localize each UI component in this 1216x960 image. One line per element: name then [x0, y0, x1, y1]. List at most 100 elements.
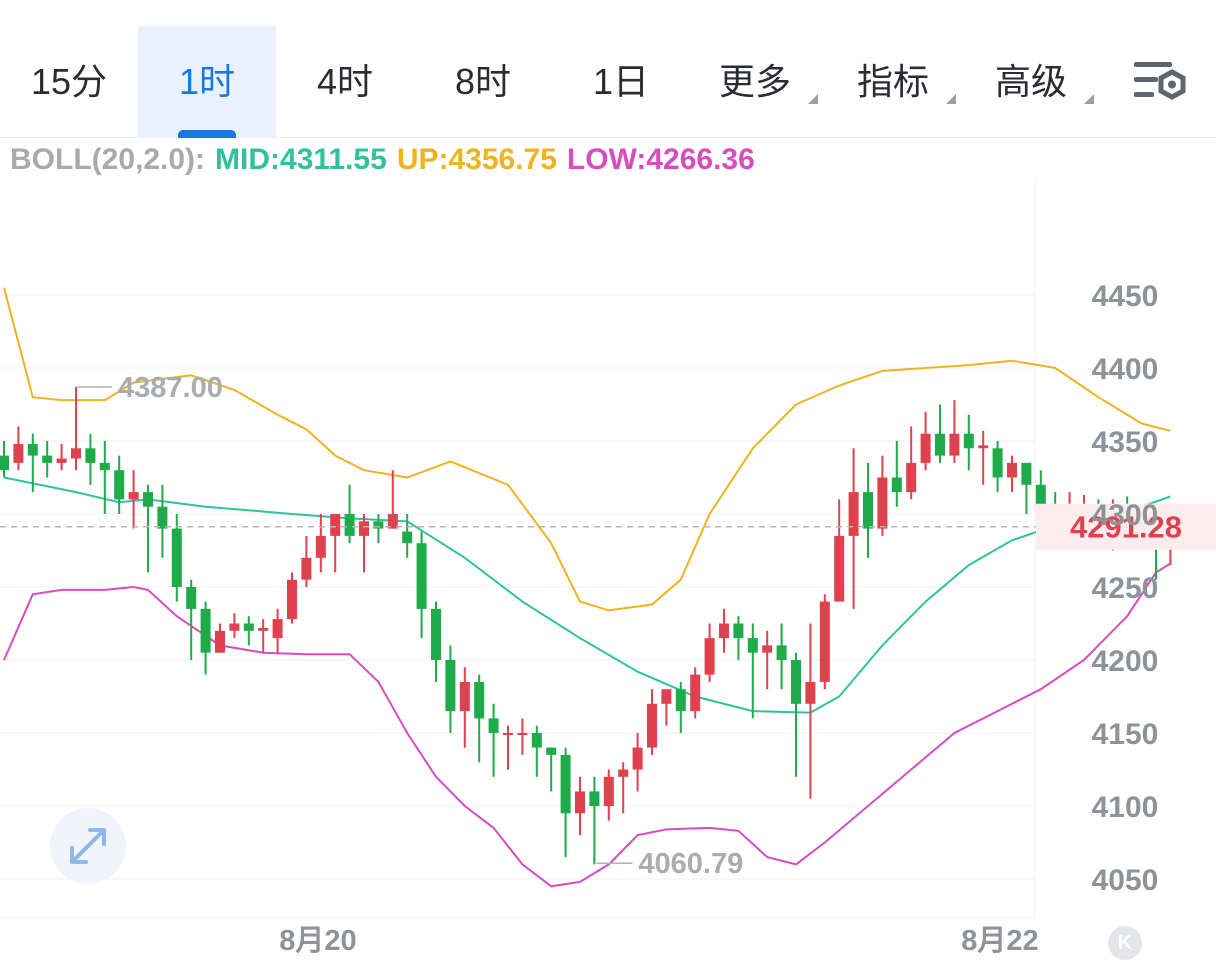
candle-body — [344, 514, 355, 536]
expand-arrows-icon — [70, 828, 106, 864]
tab-advanced-menu[interactable]: 高级 — [966, 26, 1096, 138]
candle — [171, 514, 182, 602]
candle-body — [661, 689, 672, 704]
low-marker-label: 4060.79 — [638, 848, 743, 880]
candle — [791, 652, 801, 777]
candle-body — [301, 557, 312, 580]
candle — [330, 514, 341, 573]
candle-body — [949, 433, 960, 456]
candle — [661, 689, 672, 726]
candle — [186, 579, 197, 660]
candle-body — [474, 681, 485, 719]
tab-15min[interactable]: 15分 — [0, 26, 138, 138]
candle — [445, 645, 456, 733]
candle — [243, 616, 254, 646]
candle — [71, 386, 81, 471]
candle-body — [431, 608, 441, 660]
candle-body — [459, 681, 470, 712]
candle-body — [258, 627, 269, 631]
boll-indicator-legend: BOLL(20,2.0): MID:4311.55 UP:4356.75 LOW:42… — [10, 143, 765, 177]
y-tick-label: 4050 — [1092, 864, 1159, 897]
active-tab-indicator — [178, 130, 236, 138]
candle-body — [243, 623, 254, 631]
candle-body — [791, 660, 801, 704]
price-label-background — [1036, 503, 1216, 550]
candle — [834, 499, 845, 602]
candle — [647, 689, 657, 755]
candle-body — [416, 543, 427, 609]
tab-4hour[interactable]: 4时 — [276, 26, 414, 138]
candle-body — [1007, 462, 1017, 478]
y-tick-label: 4350 — [1092, 426, 1159, 459]
boll-lower-band-line — [3, 562, 1171, 888]
candle — [157, 484, 168, 558]
candle-body — [762, 645, 773, 653]
candle-body — [330, 514, 341, 536]
tab-more-menu[interactable]: 更多 — [690, 26, 820, 138]
candle — [877, 455, 888, 536]
candle — [719, 608, 729, 653]
chart-settings-gear-icon[interactable] — [1130, 58, 1188, 106]
candle-body — [719, 623, 729, 639]
y-tick-label: 4150 — [1092, 718, 1159, 751]
candle-body — [517, 733, 528, 735]
candle — [85, 433, 96, 485]
candle-body — [819, 601, 830, 682]
tab-label: 指标 — [856, 61, 929, 102]
candle-body — [589, 791, 600, 806]
tab-label: 更多 — [718, 61, 791, 102]
candle — [42, 441, 53, 478]
tab-label: 1日 — [592, 61, 650, 102]
candle-body — [503, 733, 513, 735]
candle-body — [99, 462, 110, 471]
kline-mode-button[interactable]: K — [1108, 926, 1142, 960]
tab-label: 8时 — [454, 61, 512, 102]
extreme-markers: 4387.00 4060.79 — [76, 372, 743, 880]
candle-body — [315, 535, 326, 558]
candle-body — [387, 514, 398, 529]
candle-body — [863, 492, 873, 529]
candle-body — [575, 791, 585, 814]
candle — [733, 616, 744, 660]
candle-body — [445, 660, 456, 712]
candle — [992, 441, 1003, 493]
candle-body — [906, 462, 917, 493]
candle — [301, 535, 312, 587]
candle-body — [200, 608, 211, 653]
candle — [805, 623, 816, 799]
tab-1day[interactable]: 1日 — [552, 26, 690, 138]
timeframe-toolbar: 15分 1时 4时 8时 1日 更多 指标 高级 — [0, 0, 1216, 138]
candle-body — [603, 776, 614, 806]
tab-8hour[interactable]: 8时 — [414, 26, 552, 138]
dropdown-corner-icon — [1084, 94, 1094, 104]
candle-body — [42, 455, 53, 463]
candle-body — [359, 521, 369, 536]
candle — [13, 426, 24, 471]
candle-body — [704, 638, 715, 675]
candle — [215, 623, 225, 653]
boll-up-value: UP:4356.75 — [396, 143, 557, 176]
candle — [848, 448, 859, 609]
candle — [920, 411, 931, 471]
candle — [762, 630, 773, 690]
candle-body — [272, 619, 283, 639]
candle-body — [215, 630, 225, 653]
candle — [258, 619, 269, 653]
candle — [935, 404, 945, 463]
candle-body — [920, 433, 931, 463]
candle — [618, 762, 629, 814]
y-tick-label: 4450 — [1092, 280, 1159, 313]
tab-indicators-menu[interactable]: 指标 — [828, 26, 958, 138]
candle-body — [978, 445, 989, 449]
candle-body — [287, 579, 297, 620]
candle — [287, 572, 297, 624]
candle-body — [56, 458, 67, 463]
fullscreen-toggle-button[interactable] — [50, 808, 126, 884]
price-axis: 4450 4400 4350 4300 4250 4200 4150 4100 4050 — [1092, 280, 1159, 897]
candle-body — [834, 535, 845, 602]
candle-body — [402, 531, 413, 544]
candle — [704, 623, 715, 682]
candle — [143, 484, 153, 573]
tab-1hour[interactable]: 1时 — [138, 26, 276, 138]
